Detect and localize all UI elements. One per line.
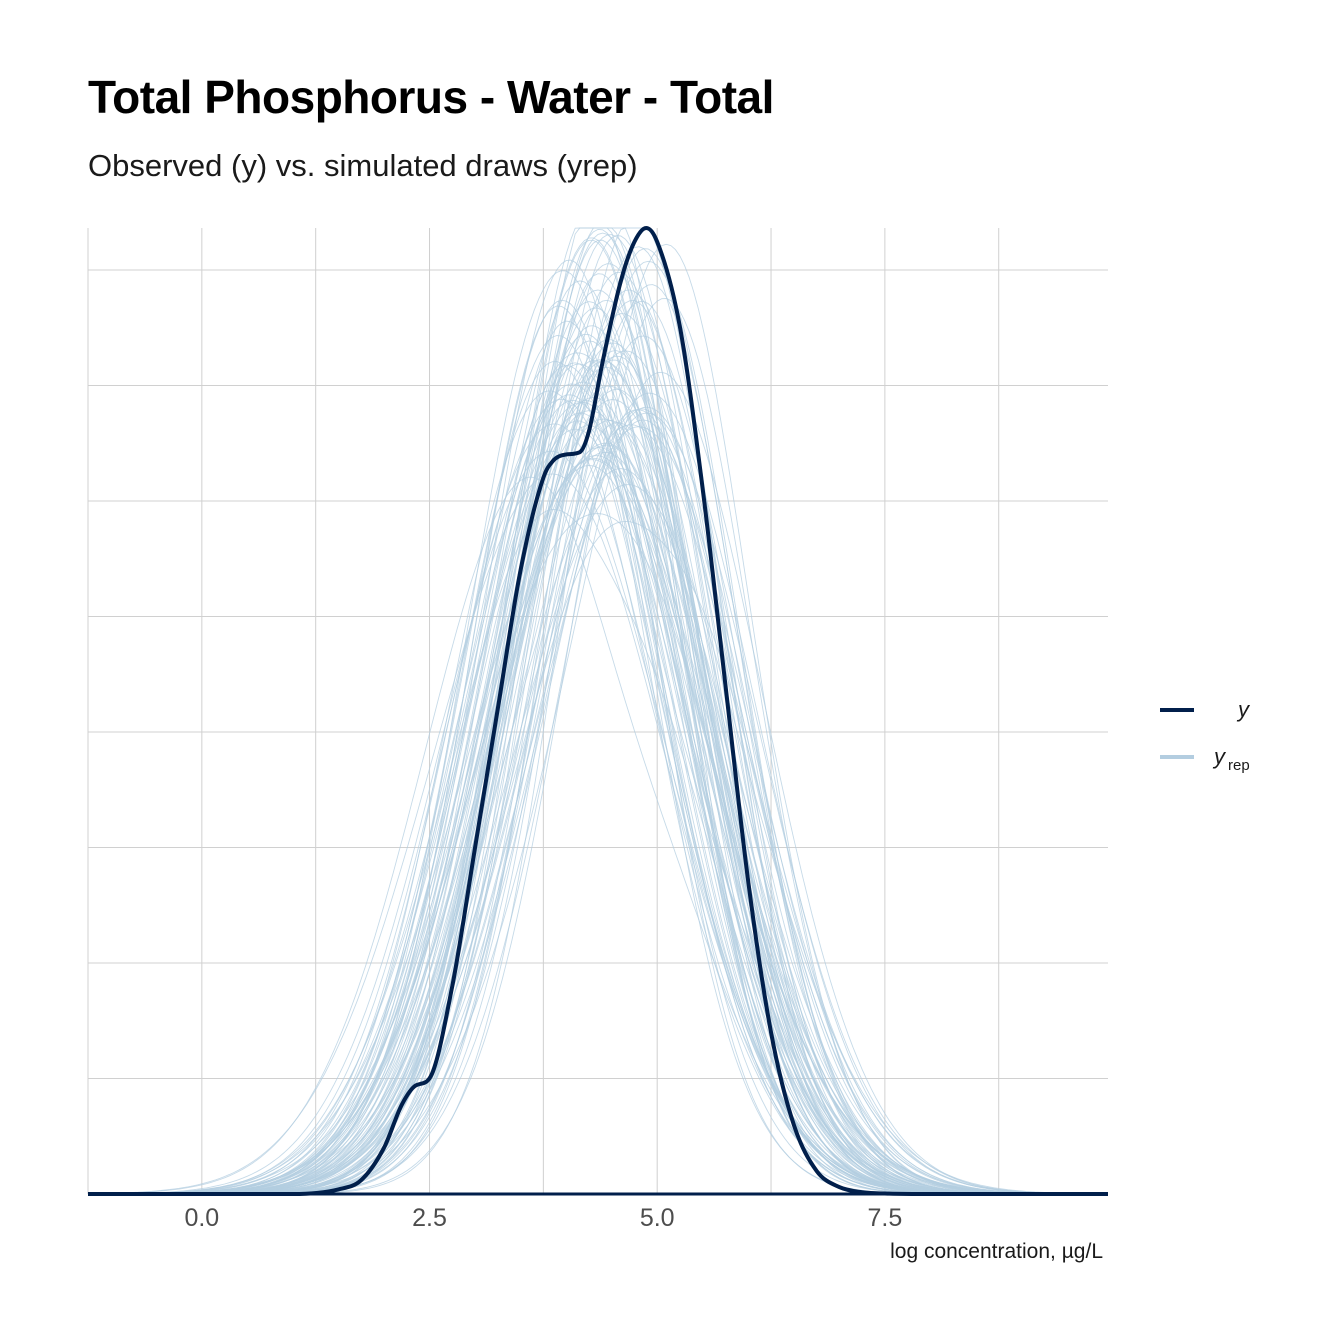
yrep-line xyxy=(88,259,1108,1195)
yrep-line xyxy=(88,468,1108,1195)
yrep-line xyxy=(88,400,1108,1195)
x-axis-title: log concentration, µg/L xyxy=(890,1240,1103,1263)
y-density-line xyxy=(87,226,1108,1197)
yrep-line xyxy=(88,418,1109,1195)
yrep-line xyxy=(88,513,1108,1195)
x-tick-label: 0.0 xyxy=(184,1204,219,1232)
yrep-line xyxy=(88,320,1108,1195)
yrep-line xyxy=(88,273,1108,1195)
yrep-line xyxy=(88,442,1108,1195)
yrep-line xyxy=(88,428,1108,1195)
yrep-line xyxy=(88,227,1108,1195)
yrep-line xyxy=(88,333,1108,1195)
yrep-line xyxy=(88,409,1108,1195)
yrep-line xyxy=(88,419,1109,1195)
x-tick-label: 2.5 xyxy=(412,1204,447,1232)
yrep-line xyxy=(87,473,1108,1195)
yrep-line xyxy=(88,399,1108,1195)
yrep-line xyxy=(88,301,1108,1195)
yrep-line xyxy=(88,420,1108,1195)
yrep-line xyxy=(88,388,1108,1195)
yrep-line xyxy=(88,426,1108,1195)
x-tick-label: 5.0 xyxy=(640,1204,675,1232)
yrep-line xyxy=(88,355,1108,1195)
yrep-line xyxy=(88,340,1108,1195)
yrep-line xyxy=(88,335,1108,1195)
legend-subscript: rep xyxy=(1228,757,1250,774)
yrep-series xyxy=(87,227,1109,1195)
yrep-line xyxy=(88,227,1108,1195)
yrep-line xyxy=(88,396,1108,1195)
yrep-line xyxy=(88,383,1108,1195)
yrep-line xyxy=(88,457,1108,1195)
yrep-line xyxy=(88,301,1108,1195)
yrep-line xyxy=(88,444,1108,1195)
yrep-line xyxy=(88,484,1108,1195)
yrep-line xyxy=(88,307,1108,1195)
yrep-line xyxy=(88,410,1108,1195)
yrep-line xyxy=(88,263,1108,1195)
yrep-line xyxy=(88,451,1108,1195)
yrep-line xyxy=(88,260,1108,1195)
yrep-line xyxy=(88,227,1108,1195)
yrep-line xyxy=(87,476,1108,1195)
yrep-line xyxy=(88,401,1108,1195)
yrep-line xyxy=(88,408,1109,1195)
x-axis-ticks: 0.0 2.5 5.0 7.5 xyxy=(184,1204,902,1232)
yrep-line xyxy=(87,450,1108,1195)
chart-title: Total Phosphorus - Water - Total xyxy=(88,71,774,123)
yrep-line xyxy=(88,455,1108,1195)
yrep-line xyxy=(88,509,1108,1195)
chart-subtitle: Observed (y) vs. simulated draws (yrep) xyxy=(88,148,638,183)
yrep-line xyxy=(88,398,1108,1195)
yrep-line xyxy=(88,363,1108,1195)
yrep-line xyxy=(88,228,1108,1195)
yrep-line xyxy=(88,464,1108,1195)
yrep-line xyxy=(87,459,1108,1195)
yrep-line xyxy=(88,335,1108,1195)
yrep-line xyxy=(88,400,1108,1195)
yrep-line xyxy=(88,446,1108,1195)
y-series xyxy=(87,226,1108,1197)
legend-label-yrep: y rep xyxy=(1212,744,1250,774)
x-tick-label: 7.5 xyxy=(867,1204,902,1232)
legend: y y rep xyxy=(1160,697,1251,774)
grid xyxy=(87,228,1108,1195)
yrep-line xyxy=(88,342,1108,1195)
yrep-line xyxy=(88,352,1108,1195)
yrep-line xyxy=(88,381,1108,1195)
yrep-line xyxy=(88,390,1108,1195)
yrep-line xyxy=(88,520,1109,1195)
yrep-line xyxy=(88,227,1108,1195)
legend-label-y: y xyxy=(1236,697,1251,722)
